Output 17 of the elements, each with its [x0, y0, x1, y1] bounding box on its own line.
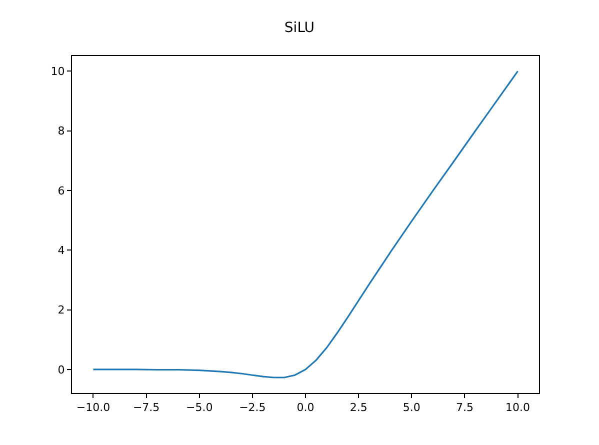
y-tick-label: 8 [58, 124, 65, 138]
y-tick-label: 0 [58, 363, 65, 376]
chart-title: SiLU [284, 20, 315, 36]
x-tick-label: 10.0 [506, 401, 530, 414]
x-tick-label: 0.0 [296, 401, 314, 414]
y-tick-label: 10 [50, 65, 65, 78]
x-tick-label: −5.0 [186, 401, 213, 414]
x-tick-label: 7.5 [456, 401, 474, 414]
x-tick-label: −2.5 [239, 401, 266, 414]
x-tick-label: 5.0 [402, 401, 420, 414]
y-tick-label: 6 [58, 184, 65, 198]
y-tick-label: 4 [58, 244, 65, 257]
x-tick-label: −7.5 [132, 401, 160, 414]
x-tick-label: −10.0 [76, 401, 110, 414]
y-tick-label: 2 [58, 304, 65, 317]
x-tick-label: 2.5 [350, 401, 368, 414]
line-series [92, 70, 519, 378]
